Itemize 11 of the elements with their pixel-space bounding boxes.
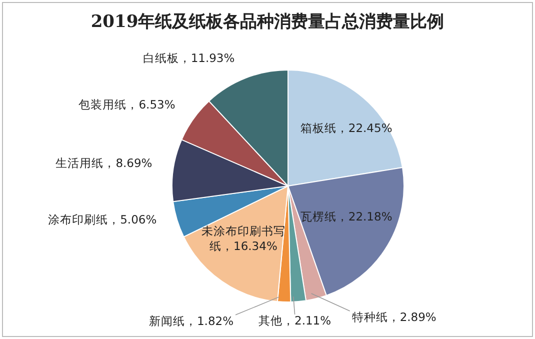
slice-label: 未涂布印刷书写纸，16.34%	[201, 224, 286, 253]
slice-label: 箱板纸，22.45%	[300, 121, 392, 136]
slice-label: 新闻纸，1.82%	[148, 314, 234, 328]
slice-label: 包装用纸，6.53%	[78, 98, 176, 112]
slice-label: 其他，2.11%	[258, 313, 332, 328]
slice-label: 生活用纸，8.69%	[56, 156, 152, 170]
slice-label: 涂布印刷纸，5.06%	[48, 212, 157, 226]
chart-title: 2019年纸及纸板各品种消费量占总消费量比例	[90, 11, 446, 33]
slice-label: 特种纸，2.89%	[352, 310, 436, 324]
slice-label: 白纸板，11.93%	[142, 51, 235, 66]
slice-label: 瓦楞纸，22.18%	[300, 210, 392, 224]
